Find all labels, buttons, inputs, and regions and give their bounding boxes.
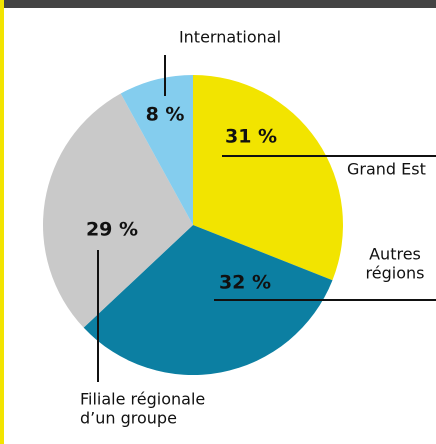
category-label: International [179, 28, 281, 47]
value-label: 32 % [219, 272, 271, 294]
left-border [0, 0, 4, 444]
top-bar [0, 0, 436, 8]
category-label: Autres [369, 245, 421, 264]
value-label: 29 % [86, 219, 138, 241]
category-label: régions [366, 264, 425, 283]
category-label: Filiale régionale [80, 390, 205, 409]
value-label: 31 % [225, 126, 277, 148]
pie [42, 75, 343, 375]
pie-slice [42, 93, 193, 328]
value-label: 8 % [146, 104, 185, 126]
category-label: d’un groupe [80, 409, 177, 428]
category-label: Grand Est [347, 160, 426, 179]
pie-slice [193, 75, 343, 281]
pie-slice [120, 75, 193, 225]
pie-slice [83, 225, 333, 375]
